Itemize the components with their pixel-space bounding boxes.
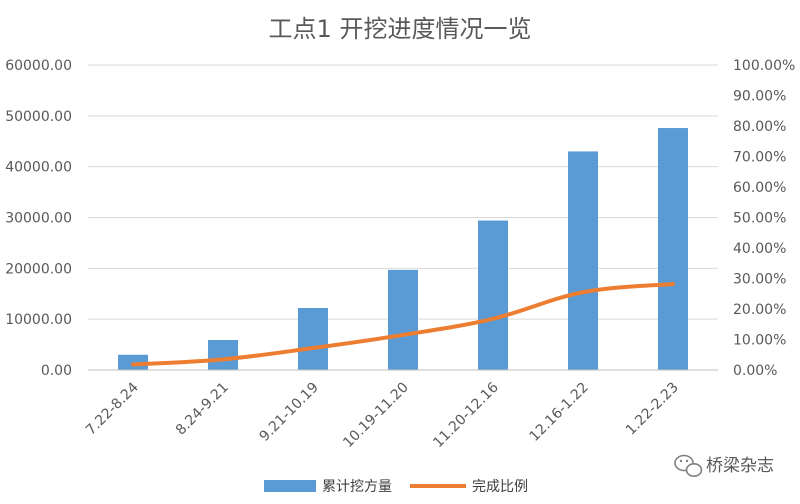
- legend: 累计挖方量 完成比例: [264, 479, 528, 495]
- x-tick-label: 11.20-12.16: [430, 379, 502, 451]
- bar: [118, 354, 148, 370]
- x-tick-label: 12.16-1.22: [527, 380, 592, 445]
- bar: [388, 269, 418, 370]
- y-right-tick-label: 70.00%: [733, 150, 786, 166]
- y-right-tick-label: 50.00%: [733, 211, 786, 227]
- y-right-tick-label: 80.00%: [733, 119, 786, 135]
- legend-swatch-bar: [264, 480, 316, 492]
- watermark: 桥梁杂志: [674, 454, 774, 477]
- y-left-tick-label: 10000.00: [5, 312, 72, 328]
- y-left-tick-label: 20000.00: [5, 261, 72, 277]
- watermark-text: 桥梁杂志: [706, 456, 774, 476]
- line-series: [131, 281, 675, 367]
- y-axis-left: 0.00 10000.00 20000.00 30000.00 40000.00 5000…: [5, 58, 72, 379]
- legend-label-line: 完成比例: [472, 479, 528, 495]
- bar: [658, 128, 688, 370]
- y-left-tick-label: 60000.00: [5, 58, 72, 74]
- x-tick-label: 9.21-10.19: [257, 380, 322, 445]
- x-tick-label: 8.24-9.21: [173, 380, 232, 439]
- y-right-tick-label: 30.00%: [733, 272, 786, 288]
- y-axis-right: 0.00% 10.00% 20.00% 30.00% 40.00% 50.00% 60.00…: [733, 58, 795, 379]
- grid-lines: [88, 64, 718, 371]
- y-right-tick-label: 100.00%: [733, 58, 795, 74]
- x-tick-label: 1.22-2.23: [623, 380, 682, 439]
- y-right-tick-label: 0.00%: [733, 363, 777, 379]
- y-left-tick-label: 40000.00: [5, 160, 72, 176]
- x-tick-label: 10.19-11.20: [340, 380, 412, 452]
- bar: [208, 340, 238, 370]
- x-axis: 7.22-8.24 8.24-9.21 9.21-10.19 10.19-11.20 1…: [83, 369, 718, 452]
- legend-label-bar: 累计挖方量: [322, 479, 392, 495]
- y-right-tick-label: 10.00%: [733, 333, 786, 349]
- y-left-tick-label: 30000.00: [5, 211, 72, 227]
- y-right-tick-label: 90.00%: [733, 89, 786, 105]
- bar-series: [118, 128, 688, 370]
- wechat-icon: [674, 454, 703, 477]
- chart-title: 工点1 开挖进度情况一览: [269, 15, 532, 43]
- y-right-tick-label: 20.00%: [733, 302, 786, 318]
- y-left-tick-label: 0.00: [41, 363, 72, 379]
- y-right-tick-label: 60.00%: [733, 180, 786, 196]
- y-right-tick-label: 40.00%: [733, 241, 786, 257]
- bar: [478, 220, 508, 370]
- bar: [568, 151, 598, 370]
- x-tick-label: 7.22-8.24: [83, 379, 142, 438]
- bar: [298, 307, 328, 370]
- y-left-tick-label: 50000.00: [5, 109, 72, 125]
